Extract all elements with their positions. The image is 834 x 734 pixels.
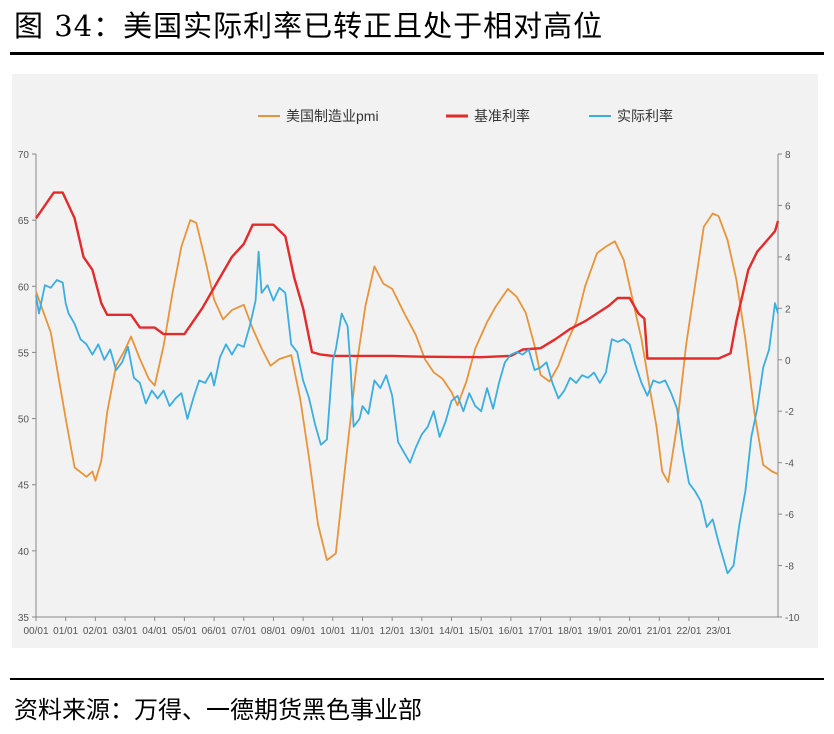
x-tick-label: 08/01 [261, 626, 286, 637]
figure-title: 图 34：美国实际利率已转正且处于相对高位 [14, 9, 604, 43]
left-tick-label: 70 [18, 150, 30, 161]
series-line-1 [35, 212, 779, 561]
x-tick-label: 14/01 [439, 626, 464, 637]
left-tick-label: 50 [18, 415, 30, 426]
legend-label-3: 实际利率 [617, 108, 673, 124]
left-tick-label: 60 [18, 282, 30, 293]
right-tick-label: -8 [785, 562, 794, 573]
left-tick-label: 35 [18, 613, 30, 624]
right-tick-label: 2 [785, 304, 791, 315]
chart-panel: 美国制造业pmi 基准利率 实际利率 35 40 45 50 55 60 65 70 -10 -8 -6… [12, 74, 818, 648]
left-tick-label: 45 [18, 481, 30, 492]
x-tick-label: 12/01 [380, 626, 405, 637]
x-tick-label: 20/01 [617, 626, 642, 637]
chart-series [35, 191, 780, 575]
chart-axes: 35 40 45 50 55 60 65 70 -10 -8 -6 -4 -2 0 2 4 6 8 00/01 01/… [18, 150, 800, 637]
chart-legend: 美国制造业pmi 基准利率 实际利率 [258, 108, 673, 124]
x-tick-label: 01/01 [53, 626, 78, 637]
x-tick-label: 07/01 [231, 626, 256, 637]
line-chart: 美国制造业pmi 基准利率 实际利率 3540455055606570-10-8-6… [18, 108, 800, 637]
x-tick-label: 03/01 [113, 626, 138, 637]
right-tick-label: -4 [785, 459, 794, 470]
x-tick-label: 10/01 [320, 626, 345, 637]
x-tick-label: 16/01 [498, 626, 523, 637]
x-tick-label: 02/01 [83, 626, 108, 637]
x-tick-label: 21/01 [647, 626, 672, 637]
right-tick-label: -2 [785, 407, 794, 418]
left-tick-label: 55 [18, 348, 30, 359]
x-tick-label: 06/01 [202, 626, 227, 637]
x-tick-label: 17/01 [528, 626, 553, 637]
title-rule [10, 52, 824, 55]
series-line-2 [35, 191, 780, 360]
x-tick-label: 18/01 [558, 626, 583, 637]
x-tick-label: 00/01 [23, 626, 48, 637]
legend-label-1: 美国制造业pmi [286, 108, 379, 124]
right-tick-label: 8 [785, 150, 791, 161]
x-tick-label: 11/01 [350, 626, 375, 637]
right-tick-label: -10 [785, 613, 800, 624]
right-tick-label: 6 [785, 201, 791, 212]
series-line-3 [35, 250, 779, 575]
right-tick-label: 0 [785, 356, 791, 367]
x-tick-label: 22/01 [676, 626, 701, 637]
right-tick-label: 4 [785, 253, 791, 264]
x-tick-label: 05/01 [172, 626, 197, 637]
right-tick-label: -6 [785, 510, 794, 521]
x-tick-label: 15/01 [469, 626, 494, 637]
x-tick-label: 04/01 [142, 626, 167, 637]
x-tick-label: 09/01 [291, 626, 316, 637]
x-tick-label: 23/01 [706, 626, 731, 637]
x-tick-label: 19/01 [587, 626, 612, 637]
legend-label-2: 基准利率 [474, 108, 530, 124]
left-tick-label: 65 [18, 216, 30, 227]
left-tick-label: 40 [18, 547, 30, 558]
footer-rule [10, 678, 824, 680]
source-note: 资料来源：万得、一德期货黑色事业部 [14, 696, 422, 724]
x-tick-label: 13/01 [409, 626, 434, 637]
